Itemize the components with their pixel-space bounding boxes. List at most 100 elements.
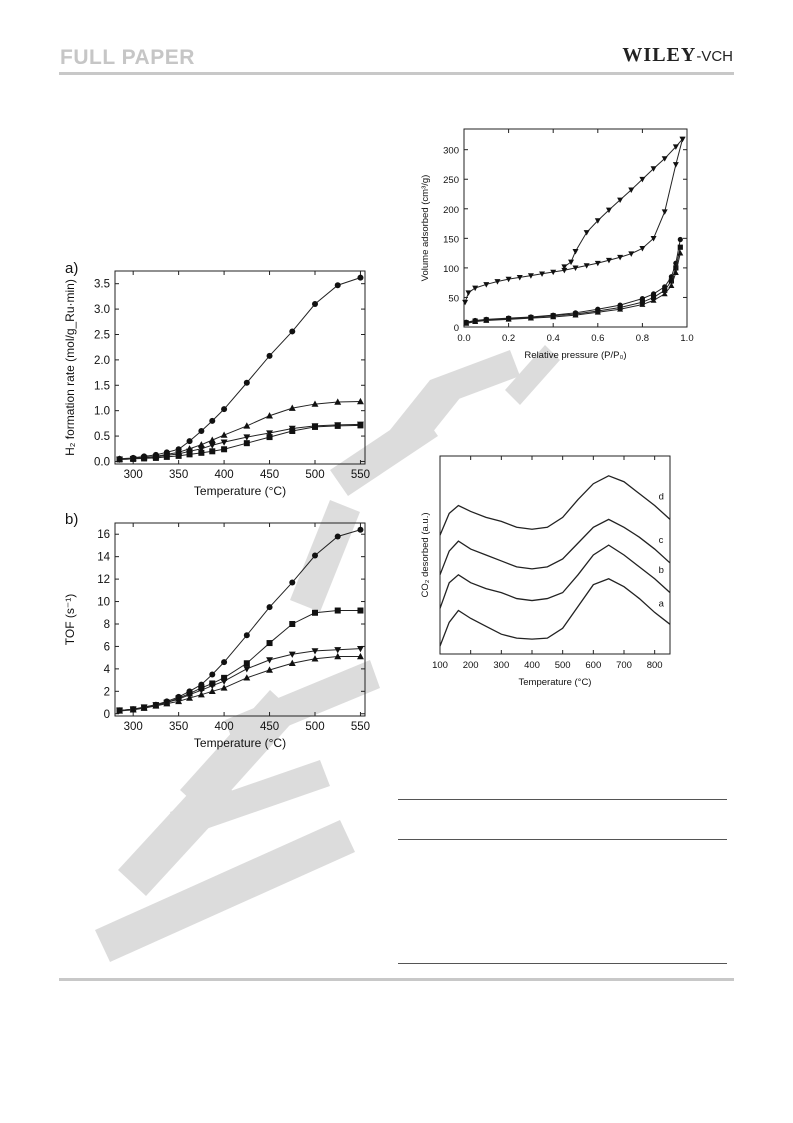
data-point-triangle-down xyxy=(568,259,575,266)
y-tick-label: 0.5 xyxy=(94,431,110,443)
data-point-triangle-down xyxy=(639,176,646,183)
data-point-square xyxy=(141,455,148,462)
data-point-triangle-up xyxy=(175,697,183,705)
data-point-triangle-down xyxy=(594,260,601,267)
x-tick-label: 450 xyxy=(260,469,279,481)
curve-label: c xyxy=(659,535,664,546)
data-point-square xyxy=(243,660,250,667)
data-point-square xyxy=(266,434,273,441)
data-point-circle xyxy=(312,552,318,559)
y-tick-label: 250 xyxy=(443,175,459,186)
plot-frame xyxy=(439,455,671,655)
data-point-triangle-down xyxy=(628,187,635,193)
data-point-triangle-down xyxy=(465,290,472,296)
data-point-triangle-up xyxy=(357,397,364,405)
y-tick-label: 0.0 xyxy=(94,456,110,468)
x-tick-label: 300 xyxy=(124,469,143,481)
data-point-triangle-down xyxy=(561,264,568,270)
y-axis-label: Volume adsorbed (cm³/g) xyxy=(420,175,431,282)
data-point-triangle-up xyxy=(334,652,342,660)
x-tick-label: 400 xyxy=(524,660,540,671)
data-point-triangle-up xyxy=(186,694,193,701)
data-point-circle xyxy=(334,533,341,540)
data-point-triangle-down xyxy=(672,162,679,168)
data-point-square xyxy=(312,609,318,616)
journal-section-label: FULL PAPER xyxy=(60,46,195,69)
publisher-main: WILEY xyxy=(622,44,697,66)
series-line xyxy=(464,138,684,303)
plot-frame xyxy=(114,270,366,465)
y-tick-label: 200 xyxy=(443,205,459,216)
data-point-triangle-down xyxy=(527,273,534,279)
data-point-triangle-down xyxy=(288,651,296,658)
data-point-triangle-up xyxy=(266,412,273,419)
data-point-square xyxy=(152,454,159,461)
data-point-triangle-down xyxy=(561,267,568,274)
series-line xyxy=(439,578,671,647)
data-point-square xyxy=(357,607,364,614)
x-tick-label: 300 xyxy=(124,721,143,733)
data-point-circle xyxy=(221,659,228,666)
data-point-triangle-down xyxy=(550,269,557,276)
data-point-circle xyxy=(312,301,318,308)
data-point-triangle-down xyxy=(472,285,479,292)
data-point-triangle-down xyxy=(583,263,590,269)
x-tick-label: 350 xyxy=(169,469,188,481)
data-point-triangle-up xyxy=(208,687,216,695)
x-tick-label: 100 xyxy=(432,660,448,671)
data-point-triangle-down xyxy=(594,218,601,224)
y-tick-label: 100 xyxy=(443,264,459,275)
publisher-logo: WILEY-VCH xyxy=(622,44,733,67)
y-tick-label: 2.5 xyxy=(94,329,110,341)
chart-co2-tpd: 100 200 300 400 500 600 700 800 Temperature (°C)… xyxy=(420,455,671,688)
data-point-circle xyxy=(289,328,296,335)
data-point-triangle-down xyxy=(462,299,469,306)
panel-b-label: b) xyxy=(65,511,79,528)
plot-frame xyxy=(114,522,366,717)
y-tick-label: 4 xyxy=(104,664,111,676)
data-point-triangle-down xyxy=(572,249,579,255)
series-line xyxy=(119,277,361,460)
x-axis-label: Temperature (°C) xyxy=(519,677,592,688)
data-point-circle xyxy=(209,671,216,678)
data-point-triangle-up xyxy=(357,652,364,660)
y-tick-label: 1.0 xyxy=(94,406,110,418)
data-point-triangle-up xyxy=(197,441,205,448)
x-tick-label: 550 xyxy=(351,721,370,733)
data-point-triangle-down xyxy=(197,446,205,453)
chart-h2-rate: 300 350 400 450 500 550 0.0 0.5 1.0 1.5 2.0 2.5 3.0 3… xyxy=(63,270,370,498)
x-tick-label: 0.0 xyxy=(457,333,470,344)
data-point-triangle-down xyxy=(617,197,624,204)
plot-frame xyxy=(463,128,688,328)
series-line xyxy=(119,648,361,711)
data-point-triangle-up xyxy=(617,306,624,312)
data-point-circle xyxy=(266,604,273,611)
y-tick-label: 300 xyxy=(443,146,459,157)
curve-label: b xyxy=(659,565,664,576)
data-point-square xyxy=(163,453,170,460)
y-axis-label: TOF (s⁻¹) xyxy=(63,594,77,645)
data-point-triangle-up xyxy=(668,282,675,288)
data-point-triangle-up xyxy=(550,313,557,320)
data-point-triangle-up xyxy=(129,706,137,713)
y-tick-label: 16 xyxy=(97,529,110,541)
data-point-triangle-down xyxy=(650,236,657,242)
data-point-triangle-down xyxy=(605,257,612,264)
x-tick-label: 0.6 xyxy=(591,333,604,344)
data-point-triangle-down xyxy=(617,254,624,261)
series-line xyxy=(439,544,671,609)
data-point-triangle-down xyxy=(572,265,579,272)
x-tick-label: 350 xyxy=(169,721,188,733)
y-axis-label: H₂ formation rate (mol/g_Ru·min) xyxy=(63,279,77,456)
y-tick-label: 14 xyxy=(97,552,110,564)
data-point-circle xyxy=(357,526,364,533)
y-tick-label: 2.0 xyxy=(94,355,110,367)
x-tick-label: 400 xyxy=(214,721,233,733)
data-point-triangle-down xyxy=(539,271,546,277)
panel-a-label: a) xyxy=(65,260,79,277)
x-tick-label: 550 xyxy=(351,469,370,481)
x-tick-label: 600 xyxy=(585,660,601,671)
data-point-square xyxy=(289,427,296,434)
data-point-triangle-up xyxy=(472,318,479,325)
footer-rule xyxy=(59,978,734,981)
